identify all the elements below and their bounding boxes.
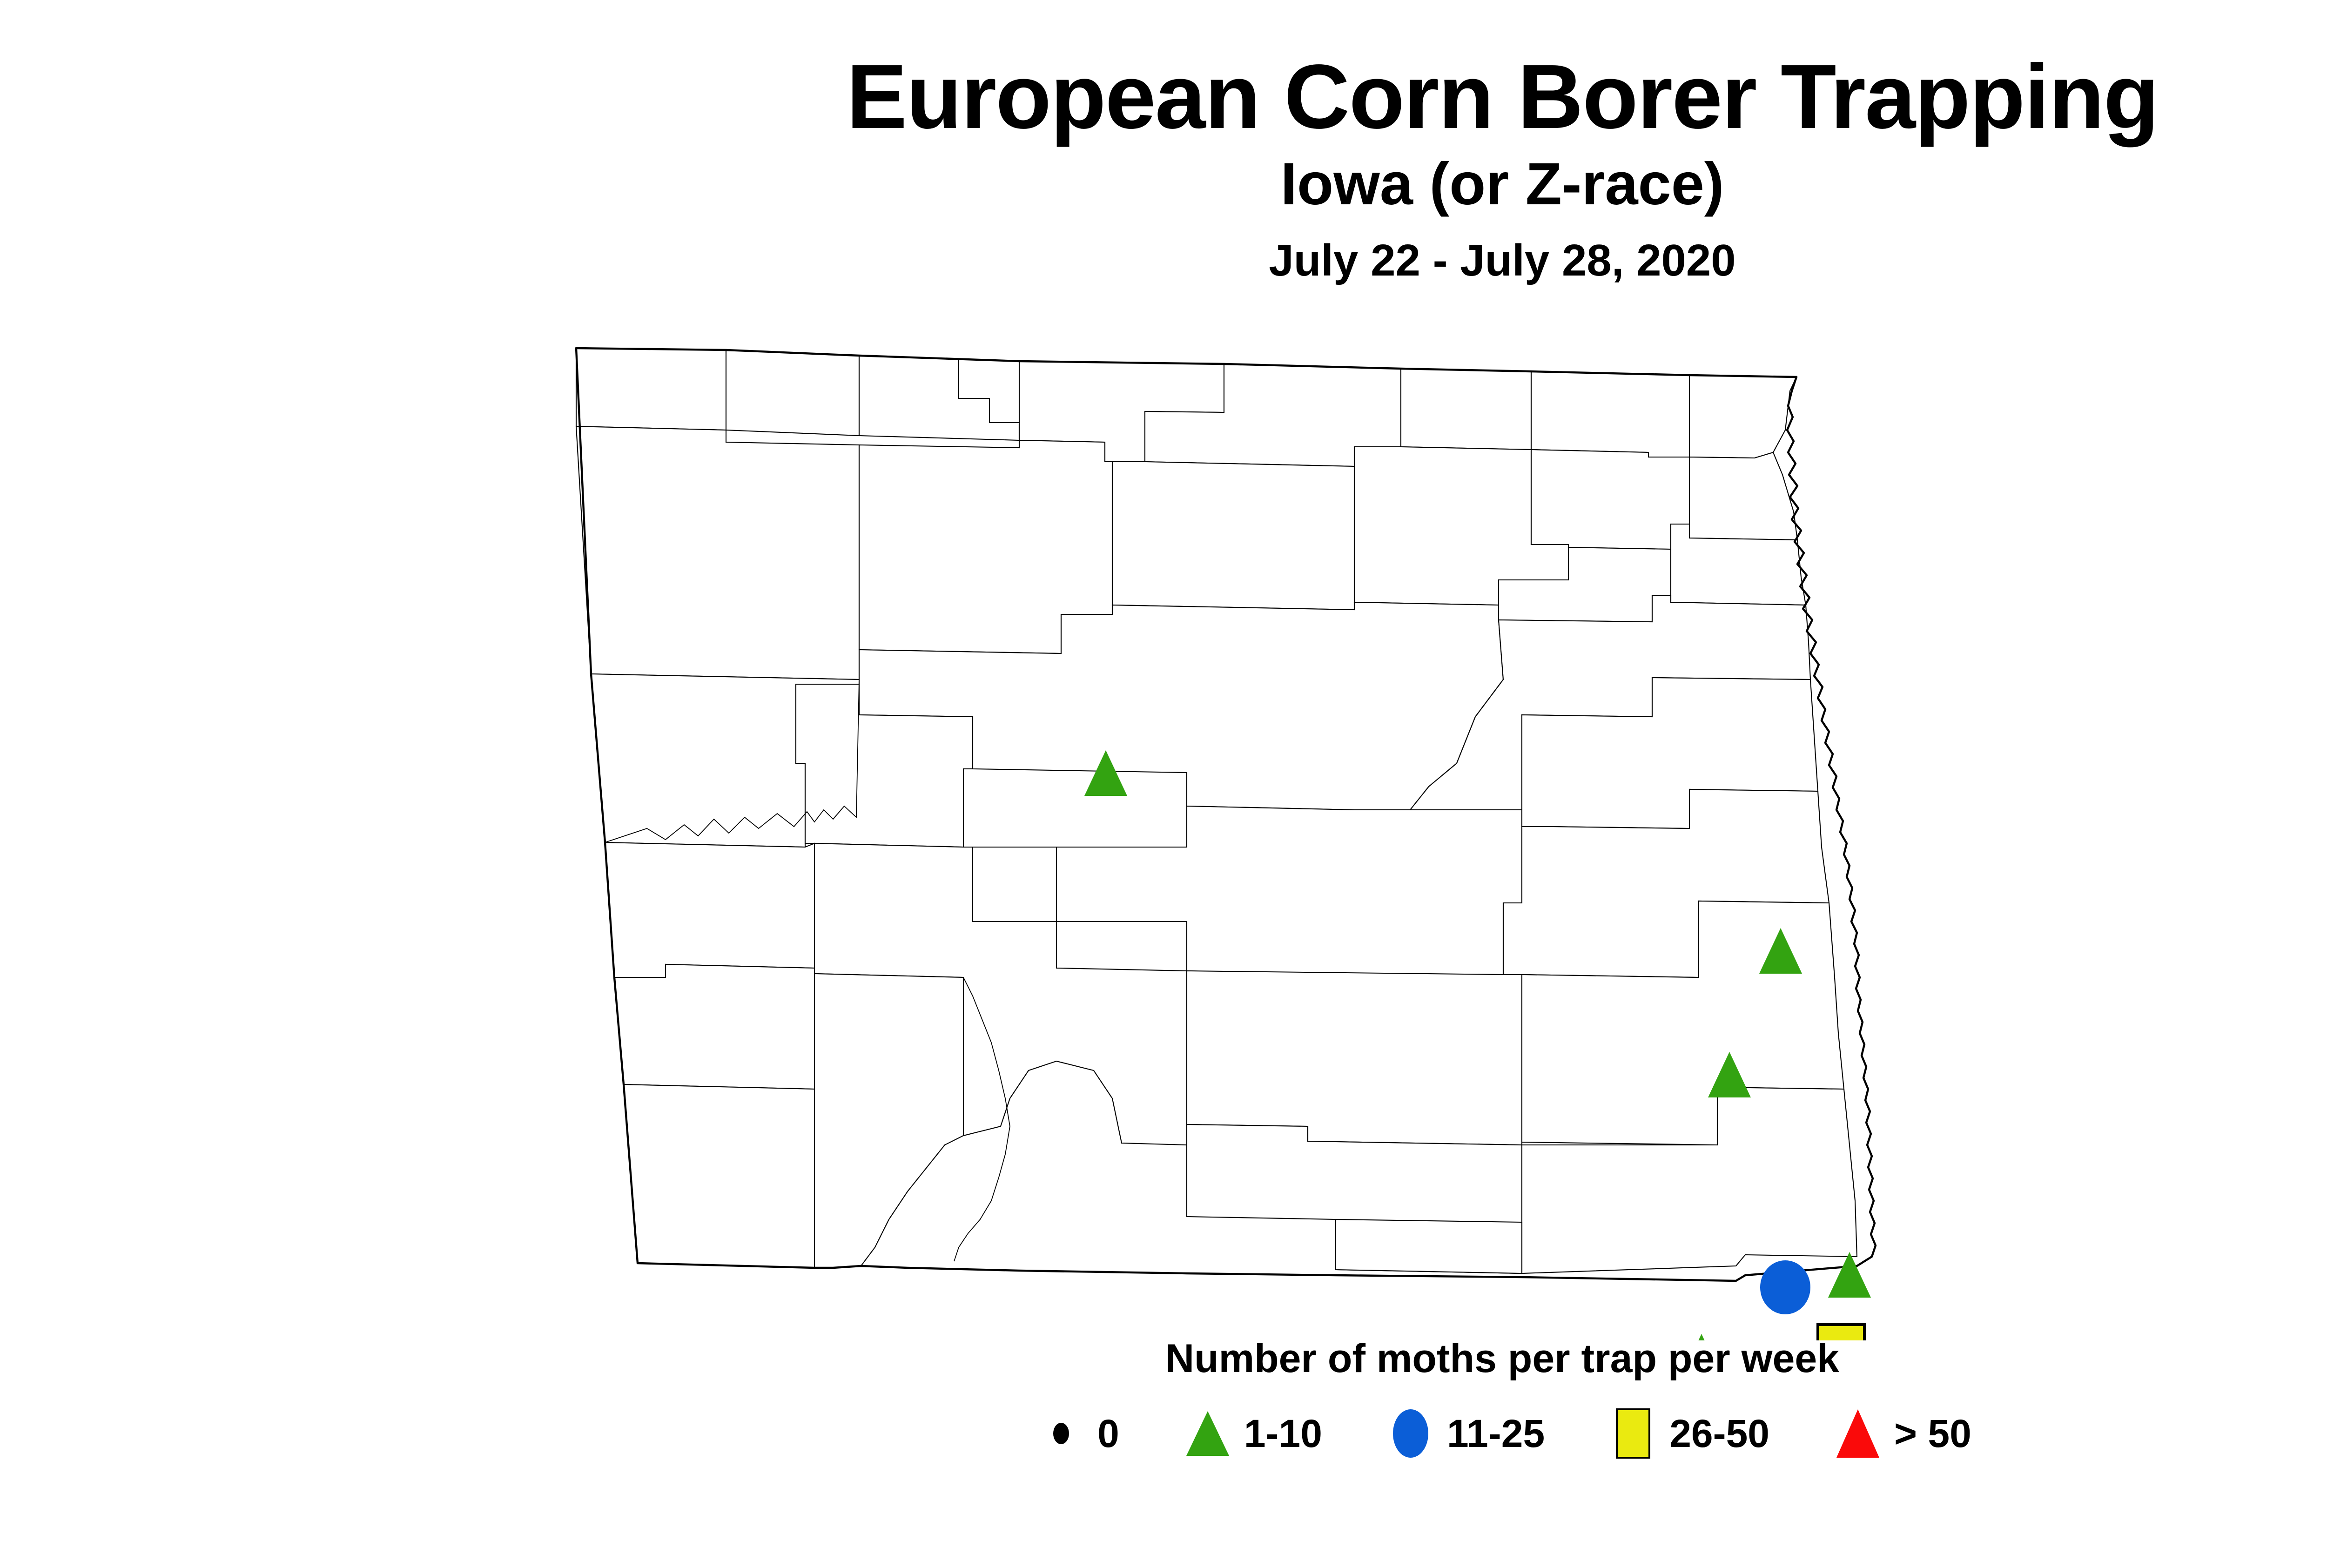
state-outline-layer (576, 348, 1876, 1281)
legend-item-11-25[interactable]: 11-25 (1383, 1406, 1545, 1461)
title-block: European Corn Borer Trapping Iowa (or Z-… (0, 0, 2327, 283)
circle-icon (1383, 1406, 1439, 1461)
map-svg (535, 326, 2211, 1340)
square-icon (1605, 1406, 1661, 1461)
legend-label: 26-50 (1669, 1411, 1770, 1455)
triangle-red-icon (1830, 1406, 1886, 1461)
legend-item-over-50[interactable]: > 50 (1830, 1406, 1971, 1461)
legend-item-26-50[interactable]: 26-50 (1605, 1406, 1769, 1461)
marker-layer (1084, 750, 1871, 1340)
hydrography-layer (605, 680, 1010, 1261)
page-subtitle: Iowa (or Z-race) (1280, 151, 1724, 217)
map-marker-triangle[interactable] (1759, 928, 1802, 974)
triangle-icon (1180, 1406, 1236, 1461)
map-marker-square[interactable] (1816, 1323, 1866, 1340)
legend-label: 1-10 (1244, 1411, 1322, 1455)
legend: 0 1-10 11-25 26-50 > 50 (0, 1406, 2327, 1461)
legend-heading: Number of moths per trap per week (1165, 1336, 1839, 1381)
map-marker-triangle[interactable] (1680, 1334, 1723, 1340)
page-title: European Corn Borer Trapping (846, 46, 2159, 148)
legend-label: 0 (1097, 1411, 1119, 1455)
north-dakota-map (535, 326, 2211, 1340)
legend-item-0[interactable]: 0 (1033, 1406, 1119, 1461)
county-layer (576, 348, 1857, 1273)
map-marker-triangle[interactable] (1828, 1252, 1871, 1298)
legend-item-1-10[interactable]: 1-10 (1180, 1406, 1322, 1461)
date-range: July 22 - July 28, 2020 (1269, 236, 1736, 285)
map-marker-triangle[interactable] (1708, 1052, 1751, 1097)
legend-label: 11-25 (1446, 1411, 1545, 1455)
dot-icon (1033, 1406, 1089, 1461)
legend-label: > 50 (1894, 1411, 1971, 1455)
map-marker-circle[interactable] (1760, 1260, 1810, 1314)
map-marker-triangle[interactable] (1084, 750, 1127, 796)
